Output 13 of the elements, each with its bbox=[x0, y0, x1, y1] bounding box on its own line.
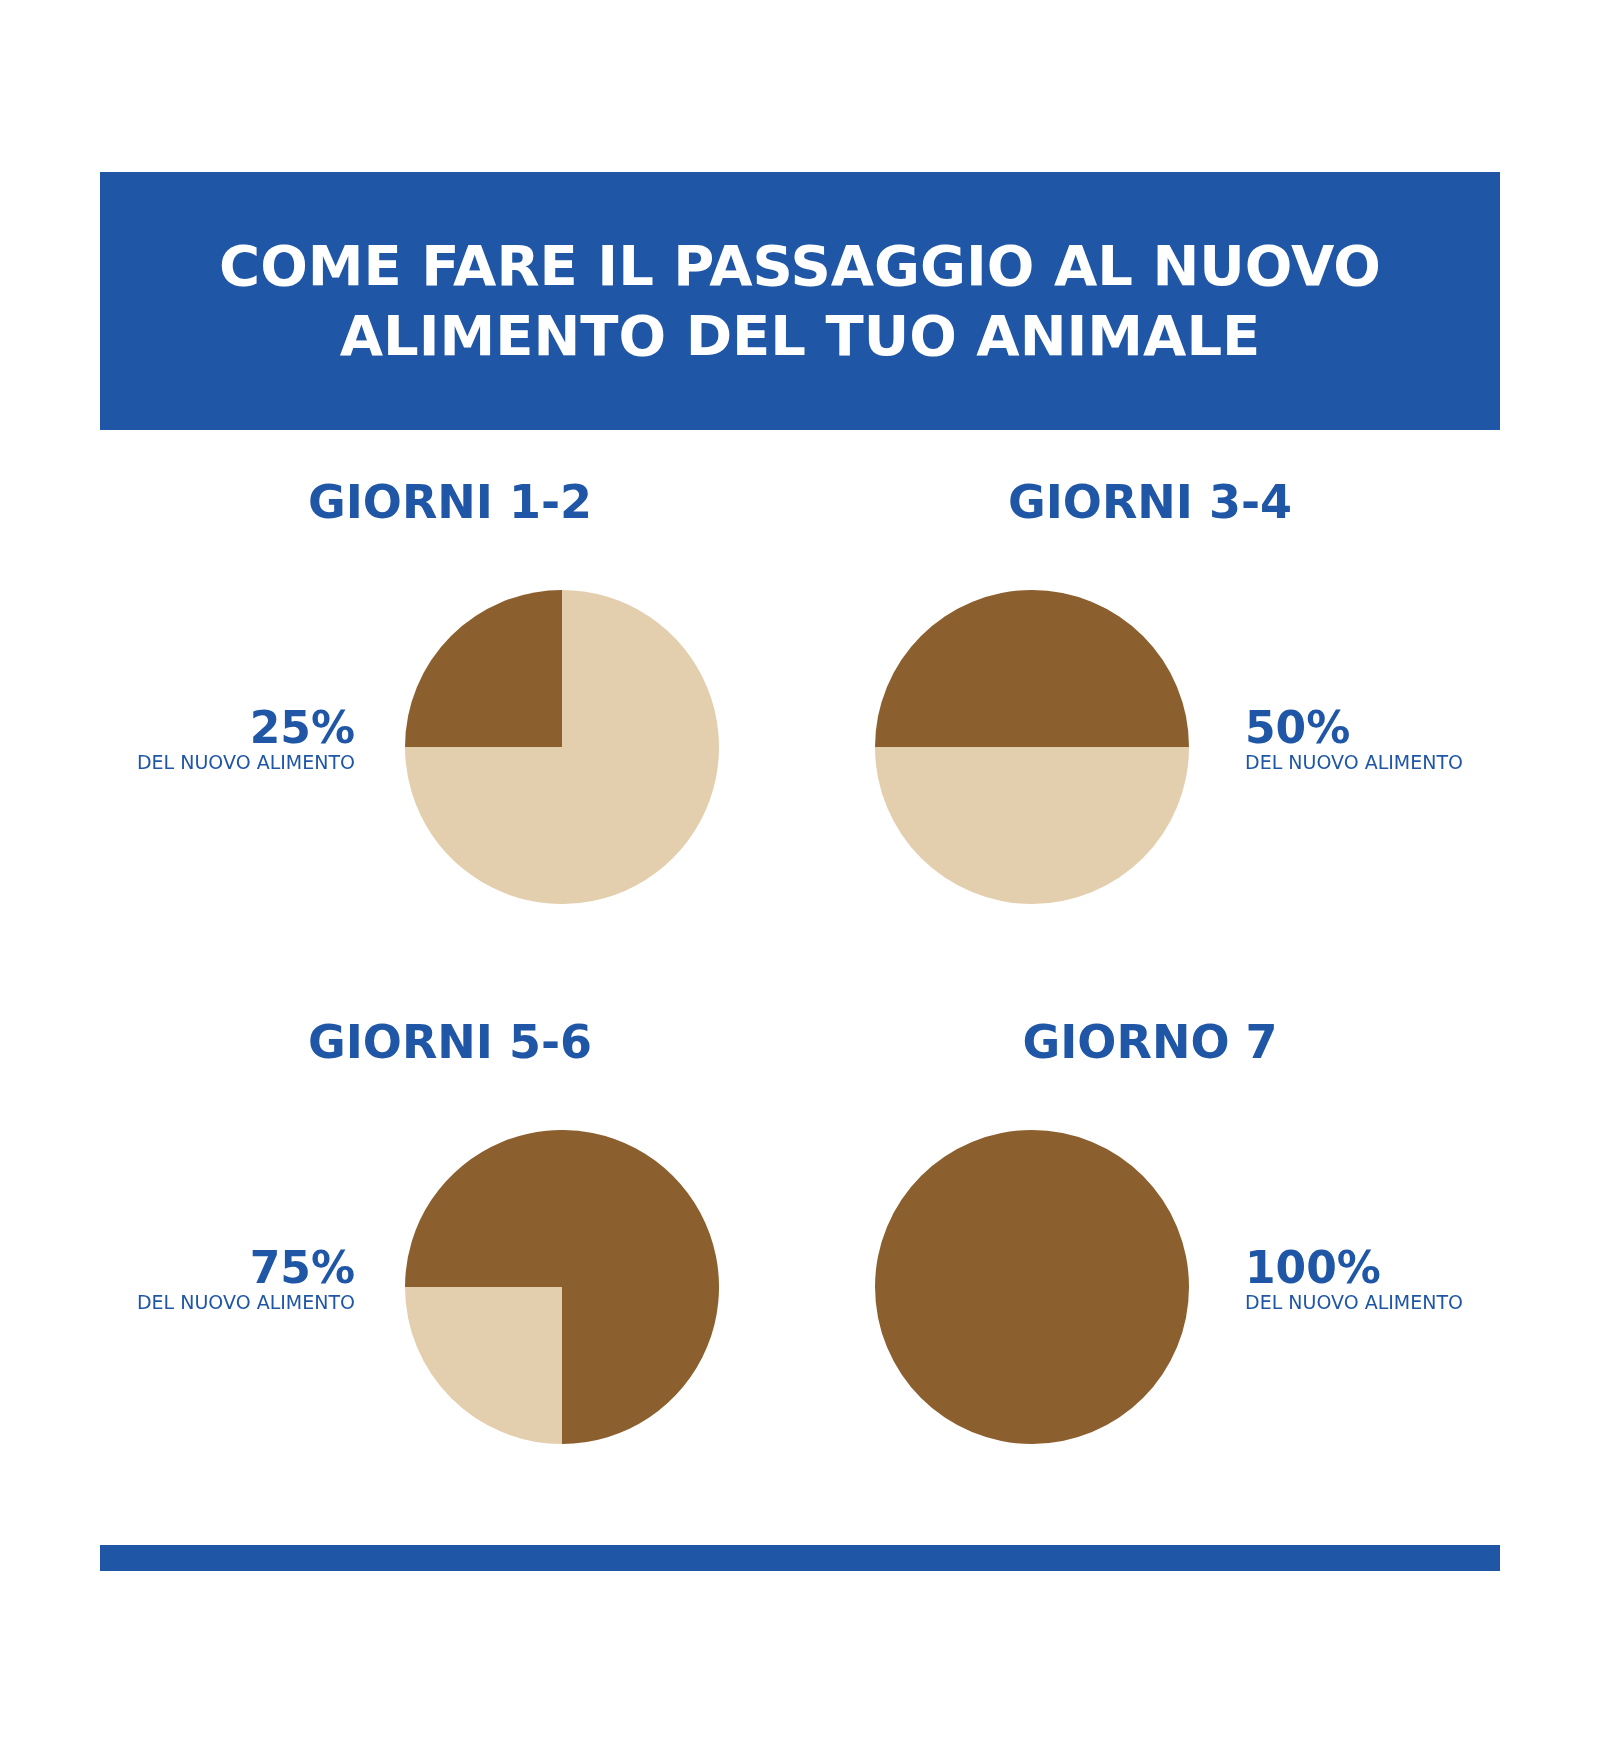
text: DEL NUOVO ALIMENTO bbox=[135, 751, 355, 773]
chart-title: GIORNI 1-2 bbox=[306, 475, 594, 529]
text: DEL NUOVO ALIMENTO bbox=[1245, 1291, 1465, 1313]
data-label: 50% bbox=[1245, 702, 1352, 753]
text: DEL NUOVO ALIMENTO bbox=[1245, 751, 1465, 773]
data-label: 100% bbox=[1245, 1242, 1382, 1293]
data-label: 75% bbox=[248, 1242, 355, 1293]
text: COME FARE IL PASSAGGIO AL NUOVO ALIMENTO DEL TUO ANIMALE bbox=[218, 232, 1382, 370]
data-label: 25% bbox=[248, 702, 355, 753]
chart-title: GIORNI 5-6 bbox=[306, 1015, 594, 1069]
chart-title: GIORNO 7 bbox=[1021, 1015, 1279, 1069]
chart-title: GIORNI 3-4 bbox=[1006, 475, 1294, 529]
text: DEL NUOVO ALIMENTO bbox=[135, 1291, 355, 1313]
